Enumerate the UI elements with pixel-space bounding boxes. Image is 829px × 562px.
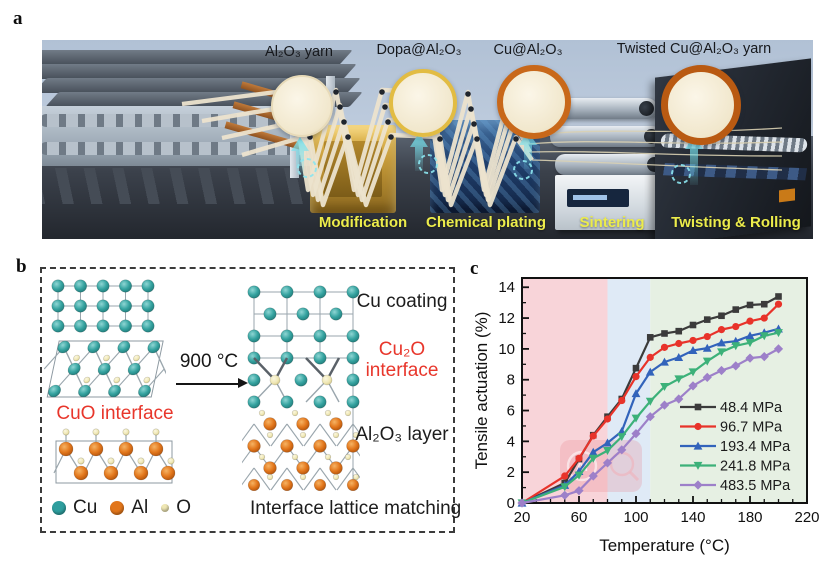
guide-knob [437,136,443,142]
rotation-icon [513,160,533,180]
guide-knob [382,104,388,110]
yarn-line [529,150,783,157]
y-axis-label: Tensile actuation (%) [474,312,491,470]
guide-knob [388,134,394,140]
atom-legend: Cu Al O [52,496,191,520]
x-tick-label: 220 [794,509,819,526]
guide-knob [465,91,471,97]
guide-knob [513,136,519,142]
sintering-furnace [555,175,665,230]
panel-a-letter: a [13,8,23,29]
guide-knob [333,89,339,95]
process-up-arrow [519,131,537,169]
al-atom-dot [110,501,125,515]
guide-knob [341,119,347,125]
guide-knob [468,106,474,112]
cuo-interface-label: CuO interface [56,403,174,424]
y-tick-label: 10 [498,341,515,358]
panel-b-box: CuO interface 900 °C Cu coating Cu₂O int… [40,267,461,533]
legend-entry-label: 241.8 MPa [720,459,791,475]
cu-legend-label: Cu [73,497,98,518]
process-up-arrow [685,135,703,185]
cu-coating-label: Cu coating [356,291,448,312]
guide-knob [471,121,477,127]
y-tick-label: 14 [498,279,515,296]
x-tick-label: 60 [571,509,588,526]
yarn-line [527,141,783,145]
rotation-icon [297,158,317,178]
legend-entry-label: 96.7 MPa [720,420,783,436]
label-al2o3-yarn: Al₂O₃ yarn [265,44,333,60]
creel-rollers [42,114,324,127]
cu-lattice [51,279,155,333]
y-tick-label: 12 [498,310,515,327]
combined-lattice [242,285,360,491]
panel-a-scene: Al₂O₃ yarn Dopa@Al₂O₃ Cu@Al₂O₃ Twisted C… [42,40,813,239]
guide-knob [345,134,351,140]
x-tick-label: 180 [737,509,762,526]
legend-entry-label: 193.4 MPa [720,439,791,455]
background-bands [522,278,807,503]
series-241.8-MPa [517,329,783,508]
cu-atom-dot [52,501,66,515]
al2o3-lattice [53,428,176,484]
process-up-arrow [291,137,309,175]
o-legend-label: O [176,497,191,518]
guide-knob [337,104,343,110]
y-tick-label: 8 [507,372,515,389]
rotation-icon [671,164,691,184]
x-axis-label: Temperature (°C) [599,536,730,555]
label-twisting-rolling: Twisting & Rolling [671,214,801,231]
al2o3-layer-label: Al₂O₃ layer [355,424,449,445]
yarn-section-al2o3 [271,75,333,137]
y-tick-label: 0 [507,495,515,512]
reaction-temperature: 900 °C [179,351,239,372]
panel-b-caption: Interface lattice matching [250,498,462,519]
furnace-tube [545,98,657,119]
guide-knob [379,89,385,95]
label-cu-al2o3: Cu@Al₂O₃ [493,42,563,58]
chart-legend: 48.4 MPa 96.7 MPa 193.4 MPa 241.8 MPa 483.5 … [680,400,791,494]
yarn-line [531,159,783,171]
yarn-section-twisted [661,65,741,145]
x-tick-label: 20 [514,509,531,526]
axes: 20 60 100 140 180 220 0 2 4 6 8 10 12 14 Temperature (… [474,277,820,555]
label-chemical-plating: Chemical plating [425,214,547,231]
x-tick-label: 100 [623,509,648,526]
yarn-section-dopa [389,69,457,137]
process-up-arrow [410,133,428,171]
panel-b-letter: b [16,256,27,277]
panel-c-letter: c [470,258,479,279]
label-modification: Modification [318,214,408,231]
guide-knob [385,119,391,125]
cu2o-interface-label: Cu₂O interface [365,339,439,382]
cuo-interface-lattice [44,340,166,398]
guide-knob [474,136,480,142]
furnace-display [567,189,629,207]
rotation-icon [418,154,438,174]
y-tick-label: 6 [507,403,515,420]
yarn-section-cu [497,65,571,139]
y-tick-label: 2 [507,464,515,481]
yarn-line [525,127,783,137]
al-legend-label: Al [131,497,149,518]
x-tick-label: 140 [680,509,705,526]
reaction-arrow [176,377,248,390]
legend-entry-label: 483.5 MPa [720,478,791,494]
o-atom-dot [161,504,170,512]
y-tick-label: 4 [507,433,515,450]
label-sintering: Sintering [579,214,645,231]
label-dopa-al2o3: Dopa@Al₂O₃ [376,42,462,58]
legend-entry-label: 48.4 MPa [720,400,783,416]
label-twisted-yarn: Twisted Cu@Al₂O₃ yarn [616,41,772,57]
